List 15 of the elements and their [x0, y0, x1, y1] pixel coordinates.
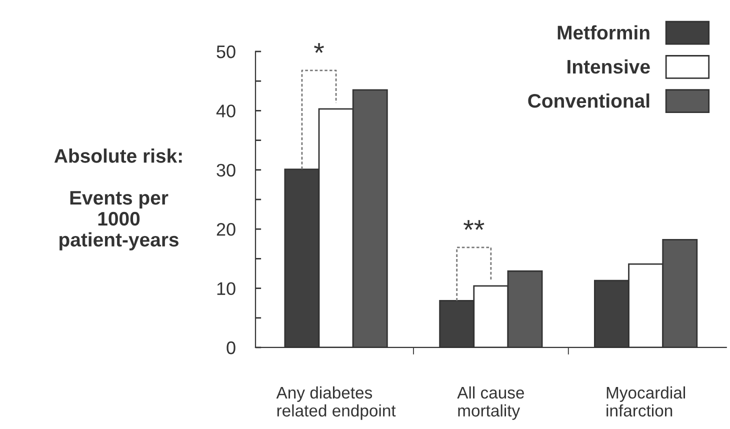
annotation: **: [464, 220, 484, 230]
x-tick-label: Any diabetes related endpoint: [276, 386, 396, 420]
y-tick-label: 50: [216, 45, 236, 58]
legend-label: Metformin: [558, 25, 650, 40]
legend-label: Conventional: [528, 93, 650, 108]
y-tick-label: 10: [217, 282, 236, 296]
y-tick-label: 0: [226, 341, 236, 354]
legend-label: Intensive: [568, 59, 650, 74]
text: Absolute risk: Events per 1000 patient-years: [54, 148, 182, 250]
x-tick-label: All cause mortality: [457, 386, 524, 420]
y-tick-label: 40: [216, 104, 236, 118]
x-tick-label: Myocardial infarction: [606, 386, 685, 417]
annotation: *: [314, 43, 324, 53]
y-tick-label: 30: [216, 164, 236, 177]
y-tick-label: 20: [216, 223, 236, 236]
